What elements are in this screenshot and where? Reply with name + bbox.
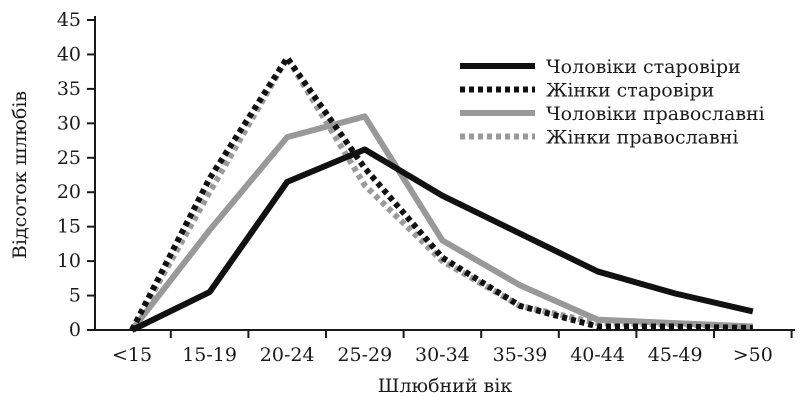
y-tick-label: 35 <box>57 78 81 100</box>
legend-label-3: Чоловіки православні <box>546 103 765 125</box>
y-tick-label: 30 <box>57 112 81 134</box>
y-tick-label: 5 <box>69 285 81 307</box>
x-tick-label: 35-39 <box>493 344 548 366</box>
y-tick-label: 10 <box>57 250 81 272</box>
y-ticks: 0 5 10 15 20 25 30 35 40 45 <box>57 9 95 341</box>
legend-label-1: Чоловіки старовіри <box>546 56 741 78</box>
y-tick-label: 40 <box>57 43 81 65</box>
x-tick-label: <15 <box>112 344 152 366</box>
x-ticks: <15 15-19 20-24 25-29 30-34 35-39 40-44 45-49 >5… <box>112 330 793 366</box>
x-tick-label: 20-24 <box>260 344 315 366</box>
x-tick-label: 25-29 <box>337 344 392 366</box>
series-line-1 <box>130 146 754 333</box>
y-tick-label: 20 <box>57 181 81 203</box>
y-tick-label: 15 <box>57 216 81 238</box>
x-tick-label: >50 <box>733 344 773 366</box>
y-tick-label: 45 <box>57 9 81 31</box>
x-tick-label: 30-34 <box>415 344 470 366</box>
axes <box>94 16 795 331</box>
series-line-3 <box>129 113 753 332</box>
y-tick-label: 25 <box>57 147 81 169</box>
series-line-2 <box>129 54 753 332</box>
x-tick-label: 45-49 <box>648 344 703 366</box>
series-layer <box>129 54 754 333</box>
x-tick-label: 40-44 <box>570 344 625 366</box>
y-axis-title: Відсоток шлюбів <box>9 91 31 259</box>
legend-label-4: Жінки православні <box>546 127 738 149</box>
x-axis-title: Шлюбний вік <box>378 375 513 397</box>
y-tick-label: 0 <box>69 319 81 341</box>
legend-label-2: Жінки старовіри <box>546 80 714 102</box>
x-tick-label: 15-19 <box>182 344 237 366</box>
